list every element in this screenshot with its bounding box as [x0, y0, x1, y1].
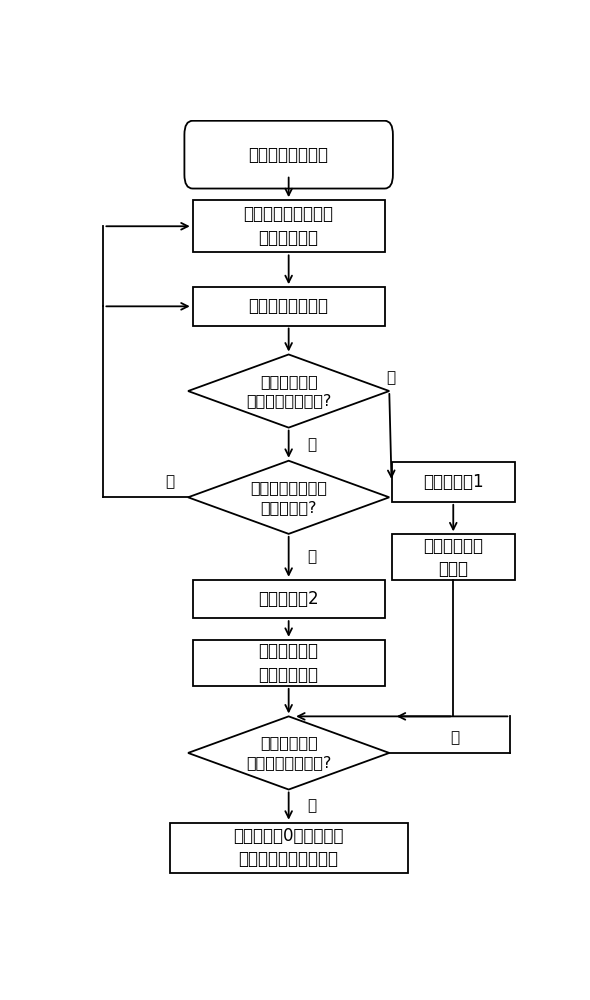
Text: 两极直流电压
是否都低于上限值?: 两极直流电压 是否都低于上限值?	[246, 736, 332, 770]
Bar	[392, 462, 515, 502]
Bar	[192, 287, 385, 326]
Text: 控制信号为2: 控制信号为2	[258, 590, 319, 608]
Polygon shape	[188, 354, 389, 428]
Text: 是: 是	[307, 799, 316, 814]
Text: 降低交流电压
参考值: 降低交流电压 参考值	[423, 537, 483, 578]
Text: 否: 否	[307, 437, 316, 452]
Text: 是: 是	[307, 549, 316, 564]
Text: 是: 是	[386, 370, 395, 385]
Bar	[192, 580, 385, 618]
Text: 否: 否	[165, 474, 174, 489]
Text: 测量两极直流电压: 测量两极直流电压	[248, 297, 329, 315]
Text: 两极直流电压
是否都超过上限值?: 两极直流电压 是否都超过上限值?	[246, 374, 332, 408]
Bar	[192, 640, 385, 686]
Polygon shape	[188, 716, 389, 790]
Text: 否: 否	[450, 730, 459, 745]
Text: 系统正常运行状态: 系统正常运行状态	[248, 146, 329, 164]
Text: 增大故障极交
流电压参考值: 增大故障极交 流电压参考值	[258, 642, 319, 684]
FancyBboxPatch shape	[185, 121, 393, 189]
Bar	[170, 823, 408, 873]
Text: 只有一极直流电压
超过上限值?: 只有一极直流电压 超过上限值?	[250, 480, 327, 515]
Text: 控制信号为1: 控制信号为1	[423, 473, 484, 491]
Text: 设置直流电压允许波
动范围上限值: 设置直流电压允许波 动范围上限值	[244, 205, 334, 247]
Text: 控制信号为0，附加直流
电压控制策略退出运行: 控制信号为0，附加直流 电压控制策略退出运行	[234, 827, 344, 868]
Polygon shape	[188, 461, 389, 534]
Bar	[392, 534, 515, 580]
Bar	[192, 200, 385, 252]
